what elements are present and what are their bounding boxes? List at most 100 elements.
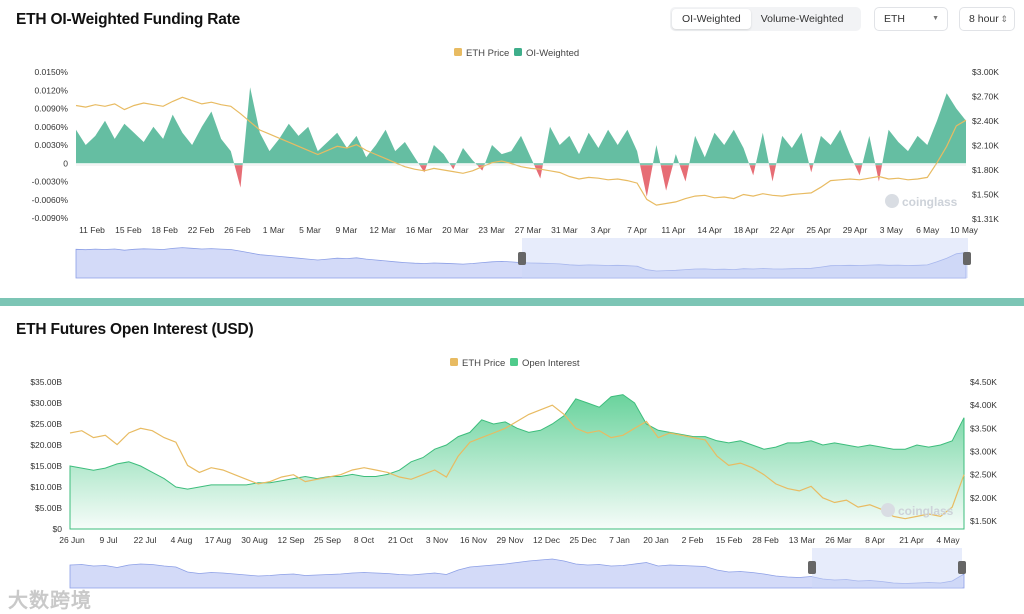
navigator-handle-left[interactable] — [808, 561, 816, 574]
navigator-selection[interactable] — [812, 548, 962, 588]
x-tick-label: 12 Mar — [369, 225, 396, 235]
x-tick-label: 30 Aug — [241, 535, 268, 545]
range-navigator[interactable] — [75, 238, 971, 279]
x-tick-label: 9 Mar — [335, 225, 357, 235]
y-axis-right: $3.00K $2.70K $2.40K $2.10K $1.80K $1.50K $1.3… — [972, 67, 999, 224]
x-tick-label: 7 Jan — [609, 535, 630, 545]
x-axis: 26 Jun 9 Jul 22 Jul 4 Aug 17 Aug 30 Aug 12 Sep… — [59, 535, 960, 545]
y-left-tick-label: 0.0060% — [34, 122, 68, 132]
y-right-tick-label: $3.00K — [972, 67, 999, 77]
y-right-tick-label: $3.00K — [970, 447, 997, 457]
x-axis: 11 Feb 15 Feb 18 Feb 22 Feb 26 Feb 1 Mar 5 Mar… — [79, 225, 979, 235]
navigator-handle-left[interactable] — [518, 252, 526, 265]
coinglass-watermark: coinglass — [885, 194, 958, 209]
open-interest-title: ETH Futures Open Interest (USD) — [16, 321, 254, 338]
y-left-tick-label: 0.0120% — [34, 85, 68, 95]
x-tick-label: 15 Feb — [716, 535, 743, 545]
x-tick-label: 16 Mar — [406, 225, 433, 235]
legend-swatch-eth-price — [454, 48, 462, 56]
open-interest-area — [69, 394, 965, 530]
x-tick-label: 10 May — [950, 225, 979, 235]
y-left-tick-label: 0.0150% — [34, 67, 68, 77]
legend-label-eth-price[interactable]: ETH Price — [462, 358, 505, 369]
x-tick-label: 3 Apr — [591, 225, 611, 235]
legend-label-oi-weighted[interactable]: OI-Weighted — [526, 48, 579, 59]
x-tick-label: 3 Nov — [426, 535, 449, 545]
open-interest-chart[interactable]: ETH Price Open Interest $35.00B $30.00B $2… — [0, 306, 1024, 614]
y-left-tick-label: $10.00B — [30, 482, 62, 492]
x-tick-label: 22 Apr — [770, 225, 795, 235]
y-right-tick-label: $1.80K — [972, 165, 999, 175]
x-tick-label: 21 Oct — [388, 535, 414, 545]
weighting-toggle: OI-Weighted Volume-Weighted — [670, 7, 861, 31]
y-left-tick-label: $15.00B — [30, 461, 62, 471]
range-navigator[interactable] — [69, 548, 966, 589]
x-tick-label: 20 Mar — [442, 225, 469, 235]
legend-swatch-eth-price — [450, 358, 458, 366]
y-right-tick-label: $3.50K — [970, 423, 997, 433]
x-tick-label: 11 Apr — [661, 225, 685, 235]
tab-volume-weighted[interactable]: Volume-Weighted — [760, 13, 844, 25]
y-right-tick-label: $2.10K — [972, 141, 999, 151]
coinglass-wordmark: coinglass — [898, 504, 954, 518]
chart-legend: ETH Price OI-Weighted — [454, 48, 579, 59]
y-left-tick-label: $35.00B — [30, 377, 62, 387]
y-axis-left: 0.0150% 0.0120% 0.0090% 0.0060% 0.0030% 0 -0.0… — [32, 67, 69, 223]
x-tick-label: 25 Sep — [314, 535, 341, 545]
x-tick-label: 8 Oct — [354, 535, 375, 545]
x-tick-label: 7 Apr — [627, 225, 647, 235]
tab-oi-weighted[interactable]: OI-Weighted — [672, 9, 751, 29]
x-tick-label: 16 Nov — [460, 535, 488, 545]
x-tick-label: 22 Feb — [188, 225, 215, 235]
coinglass-watermark: coinglass — [881, 503, 954, 518]
y-axis-left: $35.00B $30.00B $25.00B $20.00B $15.00B $10.0… — [30, 377, 62, 534]
x-tick-label: 20 Jan — [643, 535, 669, 545]
legend-swatch-open-interest — [510, 358, 518, 366]
x-tick-label: 8 Apr — [865, 535, 885, 545]
x-tick-label: 3 May — [880, 225, 904, 235]
y-left-tick-label: $5.00B — [35, 503, 62, 513]
interval-select[interactable]: 8 hour ⇕ — [959, 7, 1015, 31]
x-tick-label: 22 Jul — [134, 535, 157, 545]
y-left-tick-label: $30.00B — [30, 398, 62, 408]
coin-select-value: ETH — [884, 13, 905, 25]
x-tick-label: 2 Feb — [682, 535, 704, 545]
x-tick-label: 9 Jul — [100, 535, 118, 545]
legend-label-eth-price[interactable]: ETH Price — [466, 48, 509, 59]
funding-positive-area — [76, 87, 966, 165]
x-tick-label: 25 Apr — [806, 225, 831, 235]
y-left-tick-label: $20.00B — [30, 440, 62, 450]
y-right-tick-label: $2.00K — [970, 493, 997, 503]
y-right-tick-label: $4.00K — [970, 400, 997, 410]
y-left-tick-label: $25.00B — [30, 419, 62, 429]
x-tick-label: 29 Nov — [497, 535, 525, 545]
y-left-tick-label: $0 — [53, 524, 63, 534]
coinglass-logo-icon — [885, 194, 899, 208]
navigator-handle-right[interactable] — [963, 252, 971, 265]
x-tick-label: 26 Mar — [825, 535, 852, 545]
funding-rate-panel: ETH OI-Weighted Funding Rate OI-Weighted… — [0, 0, 1024, 298]
x-tick-label: 18 Apr — [734, 225, 759, 235]
interval-select-value: 8 hour — [969, 13, 999, 25]
y-right-tick-label: $1.31K — [972, 214, 999, 224]
x-tick-label: 15 Feb — [115, 225, 142, 235]
x-tick-label: 12 Sep — [278, 535, 305, 545]
x-tick-label: 27 Mar — [515, 225, 542, 235]
y-left-tick-label: 0 — [63, 158, 68, 168]
x-tick-label: 5 Mar — [299, 225, 321, 235]
coinglass-logo-icon — [881, 503, 895, 517]
x-tick-label: 26 Feb — [224, 225, 251, 235]
x-tick-label: 1 Mar — [263, 225, 285, 235]
x-tick-label: 25 Dec — [570, 535, 598, 545]
navigator-selection[interactable] — [522, 238, 968, 278]
panel-divider — [0, 298, 1024, 306]
x-tick-label: 14 Apr — [697, 225, 722, 235]
y-right-tick-label: $2.50K — [970, 470, 997, 480]
coin-select[interactable]: ETH ▼ — [874, 7, 948, 31]
y-right-tick-label: $2.40K — [972, 116, 999, 126]
y-left-tick-label: 0.0030% — [34, 140, 68, 150]
navigator-handle-right[interactable] — [958, 561, 966, 574]
funding-rate-chart[interactable]: ETH Price OI-Weighted 0.0150% 0.0120% 0.00… — [0, 0, 1024, 298]
coinglass-wordmark: coinglass — [902, 195, 958, 209]
legend-label-open-interest[interactable]: Open Interest — [522, 358, 580, 369]
